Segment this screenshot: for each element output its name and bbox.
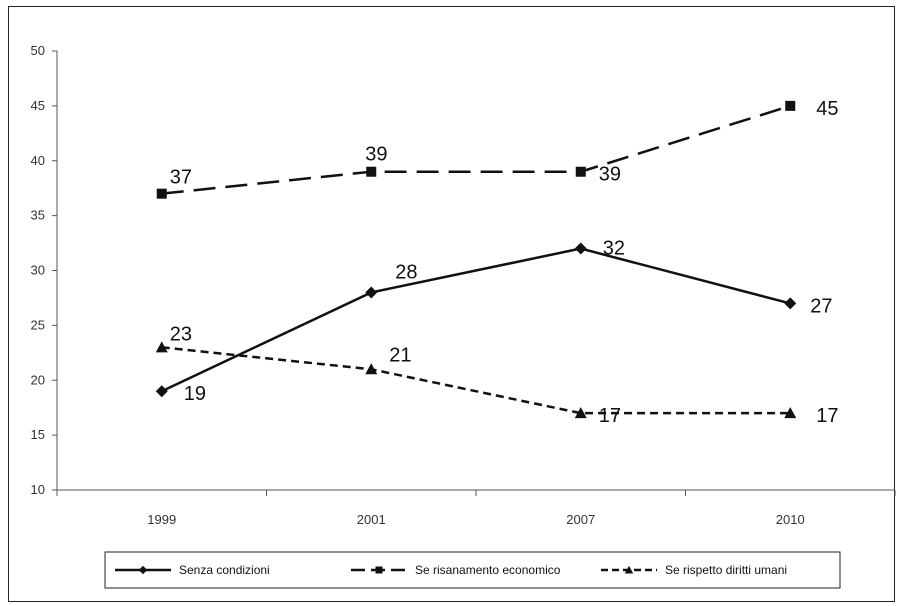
data-label: 28: [395, 261, 417, 283]
data-label: 23: [170, 323, 192, 345]
legend: Senza condizioni Se risanamento economico…: [104, 551, 841, 589]
data-label: 19: [184, 383, 206, 405]
y-tick-label: 20: [31, 372, 45, 387]
series-lines: [161, 104, 791, 415]
legend-label: Se rispetto diritti umani: [665, 563, 787, 577]
data-label: 17: [816, 405, 838, 427]
data-label: 17: [599, 405, 621, 427]
legend-label: Senza condizioni: [179, 563, 270, 577]
y-tick-label: 40: [31, 153, 45, 168]
y-axis-tick-labels: 10 15 20 25 30 35 40 45 50: [31, 43, 45, 497]
data-label: 37: [170, 167, 192, 189]
legend-marker-triangle: [624, 565, 634, 574]
data-point-triangle: [365, 363, 378, 375]
data-label: 27: [810, 295, 832, 317]
legend-label: Se risanamento economico: [415, 563, 561, 577]
data-point-triangle: [155, 341, 168, 353]
x-tick-label: 1999: [147, 512, 176, 527]
data-label: 39: [365, 144, 387, 166]
legend-box: [104, 551, 841, 589]
y-tick-label: 35: [31, 208, 45, 223]
y-tick-label: 15: [31, 427, 45, 442]
data-point-diamond: [365, 286, 378, 299]
data-point-triangle: [784, 407, 797, 419]
x-tick-label: 2007: [566, 512, 595, 527]
x-tick-label: 2001: [357, 512, 386, 527]
data-point-diamond: [574, 242, 587, 255]
data-point-square: [785, 100, 796, 111]
data-label: 32: [603, 238, 625, 260]
series-line-2: [161, 104, 791, 195]
data-label: 45: [816, 98, 838, 120]
data-labels: 19 28 32 27 37 39 39 45 23 21 17 17: [170, 98, 839, 427]
data-point-square: [366, 166, 377, 177]
data-point-diamond: [784, 297, 797, 310]
data-label: 21: [389, 344, 411, 366]
data-point-square: [156, 188, 167, 199]
x-tick-label: 2010: [776, 512, 805, 527]
legend-marker-square: [375, 566, 383, 574]
data-point-triangle: [574, 407, 587, 419]
y-tick-label: 30: [31, 263, 45, 278]
chart-axes: [52, 50, 896, 496]
data-point-square: [575, 166, 586, 177]
series-line-3: [161, 346, 791, 415]
x-axis-tick-labels: 1999 2001 2007 2010: [147, 512, 804, 527]
y-tick-label: 25: [31, 317, 45, 332]
series-line-1: [161, 247, 791, 393]
y-tick-label: 45: [31, 98, 45, 113]
series-markers: [155, 100, 797, 419]
y-tick-label: 50: [31, 43, 45, 58]
data-label: 39: [599, 164, 621, 186]
data-point-diamond: [155, 385, 168, 398]
y-tick-label: 10: [31, 482, 45, 497]
line-chart: 10 15 20 25 30 35 40 45 50 1999 2001 2007 2010 19 28…: [31, 43, 896, 589]
chart-frame: 10 15 20 25 30 35 40 45 50 1999 2001 2007 2010 19 28…: [8, 6, 896, 602]
